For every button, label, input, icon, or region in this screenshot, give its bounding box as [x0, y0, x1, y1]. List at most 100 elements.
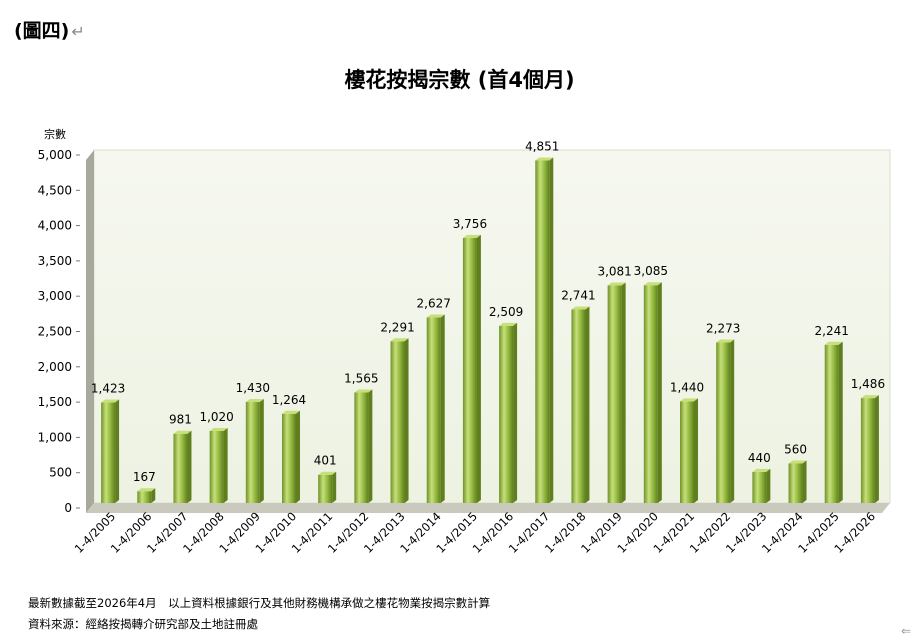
bar-top — [788, 460, 807, 464]
bar-side — [694, 398, 698, 503]
bar — [245, 399, 264, 503]
bar-top — [607, 282, 626, 286]
bar-top — [571, 306, 590, 310]
bar — [788, 460, 807, 503]
bar-body — [101, 402, 116, 503]
bar-body — [245, 402, 260, 503]
bar-top — [101, 399, 120, 403]
figure-label: (圖四) ↵ — [14, 16, 85, 43]
data-label: 3,081 — [597, 264, 631, 278]
bar-side — [585, 306, 590, 503]
bar-top — [535, 157, 554, 161]
bar-top — [209, 427, 228, 431]
data-label: 3,756 — [453, 217, 487, 231]
data-label: 981 — [169, 413, 192, 427]
bar-body — [462, 237, 477, 503]
bar-side — [115, 399, 120, 503]
bars — [101, 157, 879, 503]
bar-side — [838, 341, 843, 503]
data-label: 1,020 — [199, 410, 233, 424]
plot-floor — [86, 503, 890, 513]
bar-body — [716, 342, 731, 503]
y-tick-label: 3,500 — [38, 254, 72, 268]
y-axis: 0 500 1,000 1,500 2,000 2,500 3,000 3,500 4,000 4… — [38, 148, 80, 515]
bar-side — [766, 468, 771, 503]
y-tick-label: 5,000 — [38, 148, 72, 162]
bar-side — [476, 234, 481, 503]
bar-top — [824, 341, 843, 345]
figure-label-text: (圖四) — [14, 20, 70, 42]
bar-top — [860, 395, 879, 399]
bar — [209, 427, 228, 503]
y-tick-label: 1,000 — [38, 430, 72, 444]
data-label: 1,430 — [236, 381, 270, 395]
y-tick-label: 4,000 — [38, 219, 72, 233]
bar-body — [643, 285, 658, 503]
bar-side — [187, 430, 192, 503]
bar-top — [282, 410, 300, 414]
bar-body — [137, 491, 152, 503]
bar-body — [209, 430, 224, 503]
y-tick-label: 1,500 — [38, 395, 72, 409]
bar — [860, 395, 879, 503]
bar-body — [571, 309, 586, 503]
bar — [282, 410, 300, 503]
y-tick-label: 0 — [64, 501, 72, 515]
bar-body — [282, 413, 296, 503]
bar — [462, 234, 481, 503]
bar-body — [607, 285, 622, 503]
data-label: 3,085 — [634, 264, 668, 278]
return-mark: ↵ — [71, 22, 85, 41]
bar-side — [404, 338, 409, 503]
bar-side — [223, 427, 228, 503]
bar — [426, 314, 445, 503]
bar-body — [173, 433, 188, 503]
data-label: 560 — [784, 442, 807, 456]
bar — [680, 398, 698, 503]
footnote-source: 資料來源：經絡按揭轉介研究部及土地註冊處 — [28, 617, 258, 631]
y-tick-label: 500 — [49, 466, 72, 480]
bar-top — [499, 322, 518, 326]
bar-top — [245, 399, 264, 403]
bar-side — [730, 339, 735, 503]
bar-top — [426, 314, 445, 318]
bar-body — [390, 341, 405, 503]
bar — [137, 488, 156, 503]
bar — [101, 399, 120, 503]
bar — [571, 306, 590, 503]
data-label: 1,565 — [344, 372, 378, 386]
bar-top — [137, 488, 156, 492]
data-label: 2,509 — [489, 305, 523, 319]
chart-title: 樓花按揭宗數 (首4個月) — [344, 68, 575, 92]
bar — [607, 282, 626, 503]
bar-body — [752, 471, 767, 503]
bar-top — [752, 468, 771, 472]
data-label: 440 — [748, 451, 771, 465]
data-label: 2,741 — [561, 288, 595, 302]
bar-top — [680, 398, 698, 402]
bar — [535, 157, 554, 503]
bar-top — [390, 338, 409, 342]
bar — [752, 468, 771, 503]
bar-side — [657, 282, 662, 503]
bar — [716, 339, 735, 503]
bar-side — [440, 314, 445, 503]
bar-body — [680, 401, 694, 503]
bar-top — [643, 282, 662, 286]
bar-side — [549, 157, 554, 503]
data-label: 1,440 — [670, 380, 704, 394]
bar-side — [513, 322, 518, 503]
plot-side-wall — [86, 150, 94, 513]
bar-top — [716, 339, 735, 343]
bar-side — [296, 410, 300, 503]
y-tick-label: 2,500 — [38, 325, 72, 339]
bar-side — [874, 395, 879, 503]
bar-body — [860, 398, 875, 503]
bar — [643, 282, 662, 503]
bar-body — [426, 317, 441, 503]
bar — [824, 341, 843, 503]
bar-body — [535, 160, 550, 503]
bar — [499, 322, 518, 503]
